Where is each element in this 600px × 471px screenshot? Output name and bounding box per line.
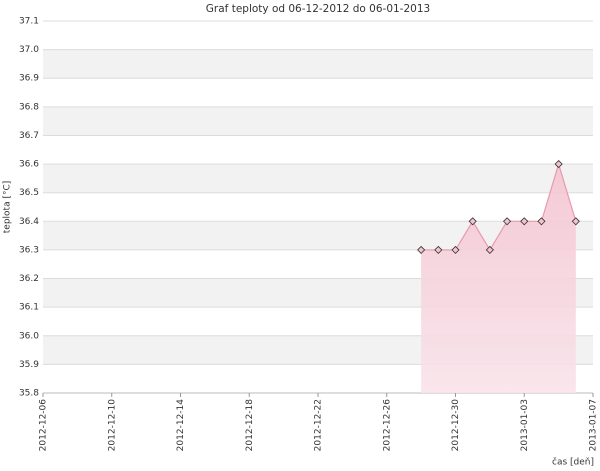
x-axis-label: čas [deň] <box>552 457 594 468</box>
marker <box>434 245 443 254</box>
x-tick-label: 2012-12-22 <box>314 399 324 451</box>
y-tick-label: 36.4 <box>19 217 39 227</box>
y-axis-label: teplota [°C] <box>3 181 13 234</box>
y-tick-label: 36.9 <box>19 74 39 84</box>
y-tick-label: 36.7 <box>19 131 39 141</box>
y-tick-label: 36.3 <box>19 245 39 255</box>
y-tick-label: 37.0 <box>19 45 39 55</box>
marker <box>571 217 580 226</box>
grid-band <box>43 106 593 136</box>
y-tick-label: 37.1 <box>19 17 39 27</box>
marker <box>468 217 477 226</box>
marker <box>537 217 546 226</box>
chart-title: Graf teploty od 06-12-2012 do 06-01-2013 <box>206 3 430 15</box>
grid-band <box>43 49 593 79</box>
y-tick-label: 36.2 <box>19 274 39 284</box>
marker <box>502 217 512 226</box>
y-tick-label: 35.9 <box>19 360 39 370</box>
x-tick-label: 2012-12-14 <box>176 399 186 452</box>
y-tick-label: 36.8 <box>19 102 39 112</box>
grid-band <box>43 164 593 193</box>
x-tick-label: 2012-12-18 <box>245 399 255 452</box>
y-tick-label: 36.0 <box>19 331 39 341</box>
marker <box>485 245 494 254</box>
y-tick-label: 35.8 <box>19 389 39 399</box>
x-tick-label: 2013-01-07 <box>589 399 599 451</box>
x-tick-label: 2012-12-06 <box>39 399 49 452</box>
area-fill <box>421 164 576 393</box>
y-tick-label: 36.6 <box>19 160 39 170</box>
marker <box>554 160 563 169</box>
marker <box>451 245 460 254</box>
x-tick-label: 2012-12-30 <box>451 399 461 452</box>
marker <box>520 217 529 226</box>
line <box>421 161 577 252</box>
x-tick-label: 2013-01-03 <box>520 399 530 451</box>
y-tick-label: 36.1 <box>19 303 39 313</box>
marker <box>417 245 426 254</box>
x-tick-label: 2012-12-10 <box>107 399 117 452</box>
x-tick-label: 2012-12-26 <box>382 399 392 452</box>
y-tick-label: 36.5 <box>19 188 39 198</box>
